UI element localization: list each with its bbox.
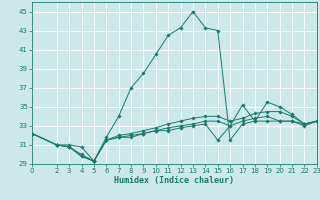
X-axis label: Humidex (Indice chaleur): Humidex (Indice chaleur)	[115, 176, 234, 185]
